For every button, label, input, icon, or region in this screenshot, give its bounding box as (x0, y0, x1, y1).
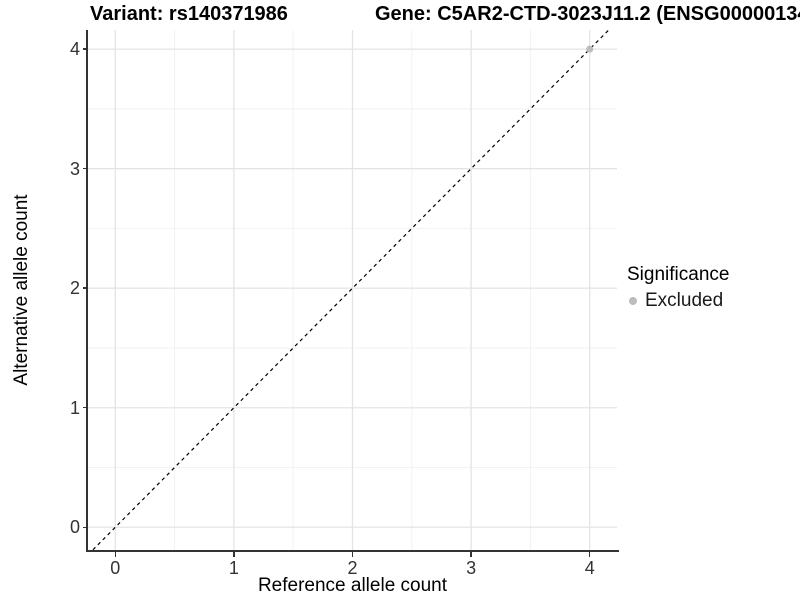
x-tick-label: 3 (466, 558, 477, 578)
legend-item-excluded: Excluded (627, 290, 729, 312)
y-tick-label: 4 (69, 39, 80, 60)
y-tick-mark (83, 526, 88, 529)
chart-title-gene: Gene: C5AR2-CTD-3023J11.2 (ENSG00000134 (375, 3, 800, 25)
y-tick-mark (83, 406, 88, 409)
legend: Significance Excluded (627, 263, 729, 312)
x-tick-mark (470, 552, 472, 557)
y-axis-title: Alternative allele count (11, 194, 32, 386)
x-tick-mark (114, 552, 117, 557)
y-tick-mark (83, 167, 88, 170)
plot-panel (88, 30, 617, 550)
x-axis-title: Reference allele count (257, 575, 448, 596)
y-tick-mark (83, 287, 88, 289)
y-tick-label: 1 (69, 397, 80, 418)
plot-canvas (88, 30, 617, 550)
y-tick-mark (83, 48, 88, 50)
identity-line (91, 30, 610, 550)
legend-item-label: Excluded (645, 290, 724, 311)
legend-title: Significance (627, 264, 730, 285)
x-tick-label: 2 (347, 558, 358, 578)
x-axis-line (86, 550, 619, 552)
chart-title-variant: Variant: rs140371986 (90, 3, 288, 25)
x-tick-mark (588, 552, 591, 557)
y-tick-label: 2 (69, 278, 80, 299)
x-tick-label: 4 (584, 558, 595, 578)
x-tick-mark (351, 552, 354, 557)
y-tick-label: 0 (69, 517, 80, 538)
legend-point-icon (629, 297, 637, 305)
x-tick-label: 1 (228, 558, 239, 578)
x-tick-mark (233, 552, 235, 557)
y-tick-label: 3 (69, 158, 80, 179)
data-point (586, 45, 594, 53)
x-tick-label: 0 (110, 558, 121, 578)
y-axis-line (86, 30, 88, 552)
